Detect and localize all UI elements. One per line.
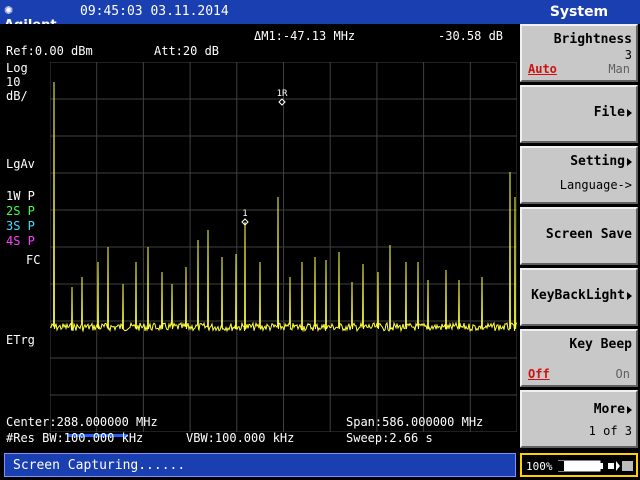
submenu-arrow-icon xyxy=(627,108,632,117)
title-bar: ✺ Agilent 09:45:03 03.11.2014 System xyxy=(0,0,640,33)
marker-1-diamond xyxy=(241,218,249,226)
spark-icon: ✺ xyxy=(4,4,14,17)
scale-unit: dB/ xyxy=(6,89,28,103)
key-beep-off-option: Off xyxy=(528,367,550,381)
brightness-auto-option: Auto xyxy=(528,62,557,76)
keybacklight-label: KeyBackLight xyxy=(531,288,632,303)
more-page-indicator: 1 of 3 xyxy=(588,424,632,438)
submenu-arrow-icon xyxy=(627,157,632,166)
trace-1-status: 1W P xyxy=(6,189,35,203)
battery-percent: 100% xyxy=(526,460,553,473)
more-label: More xyxy=(594,402,632,417)
attenuation: Att:20 dB xyxy=(154,44,220,58)
brand-logo: ✺ Agilent xyxy=(4,3,70,33)
detector-mode: LgAv xyxy=(6,157,35,171)
file-softkey[interactable]: File xyxy=(520,85,638,143)
screen-save-softkey[interactable]: Screen Save xyxy=(520,207,638,265)
spectrum-trace xyxy=(50,81,517,333)
spectrum-display: ΔM1:-47.13 MHz -30.58 dB Ref:0.00 dBm At… xyxy=(4,24,517,450)
setting-softkey[interactable]: Setting Language-> xyxy=(520,146,638,204)
trace-2-status: 2S P xyxy=(6,204,35,218)
status-message: Screen Capturing...... xyxy=(13,458,186,473)
battery-icon xyxy=(558,460,633,472)
brightness-value: 3 xyxy=(624,48,632,62)
scale-value: 10 xyxy=(6,75,21,89)
key-beep-softkey[interactable]: Key Beep Off On xyxy=(520,329,638,387)
trace-3-status: 3S P xyxy=(6,219,35,233)
more-softkey[interactable]: More 1 of 3 xyxy=(520,390,638,448)
marker-1r-label: 1R xyxy=(277,89,288,99)
marker-1r-diamond xyxy=(278,98,286,106)
setting-label: Setting xyxy=(570,154,632,169)
sweep-time: Sweep:2.66 s xyxy=(346,431,433,445)
setting-sub-label: Language-> xyxy=(559,178,632,192)
marker-delta-readout: ΔM1:-47.13 MHz xyxy=(254,29,356,43)
status-bar: Screen Capturing...... xyxy=(4,453,516,477)
marker-1-label: 1 xyxy=(242,209,247,219)
video-bandwidth: VBW:100.000 kHz xyxy=(186,431,295,445)
brightness-softkey[interactable]: Brightness 3 Auto Man xyxy=(520,24,638,82)
scale-type: Log xyxy=(6,61,28,75)
spectrum-graticule: 1 1R xyxy=(50,62,517,432)
sweep-progress-bar xyxy=(68,434,128,437)
key-beep-on-option: On xyxy=(615,367,630,381)
brightness-man-option: Man xyxy=(608,62,630,76)
external-trigger-indicator: ETrg xyxy=(6,333,35,347)
frequency-count-indicator: FC xyxy=(26,253,41,267)
date-time: 09:45:03 03.11.2014 xyxy=(80,4,229,19)
reference-level: Ref:0.00 dBm xyxy=(6,44,93,58)
file-label: File xyxy=(594,105,632,120)
screen-save-label: Screen Save xyxy=(545,227,632,242)
menu-title: System xyxy=(549,4,609,20)
key-beep-label: Key Beep xyxy=(569,337,632,352)
span-frequency: Span:586.000000 MHz xyxy=(346,415,484,429)
resolution-bandwidth: #Res BW:100.000 kHz xyxy=(6,431,144,445)
system-tray: 100% xyxy=(520,453,638,477)
submenu-arrow-icon xyxy=(627,291,632,300)
submenu-arrow-icon xyxy=(627,405,632,414)
marker-value-readout: -30.58 dB xyxy=(438,29,504,43)
brightness-label: Brightness xyxy=(553,32,632,47)
trace-4-status: 4S P xyxy=(6,234,35,248)
softkey-panel: Brightness 3 Auto Man File Setting Langu… xyxy=(518,24,640,450)
grid-lines xyxy=(50,62,517,432)
keybacklight-softkey[interactable]: KeyBackLight xyxy=(520,268,638,326)
center-frequency: Center:288.000000 MHz xyxy=(6,415,158,429)
markers-layer: 1 1R xyxy=(241,89,288,226)
